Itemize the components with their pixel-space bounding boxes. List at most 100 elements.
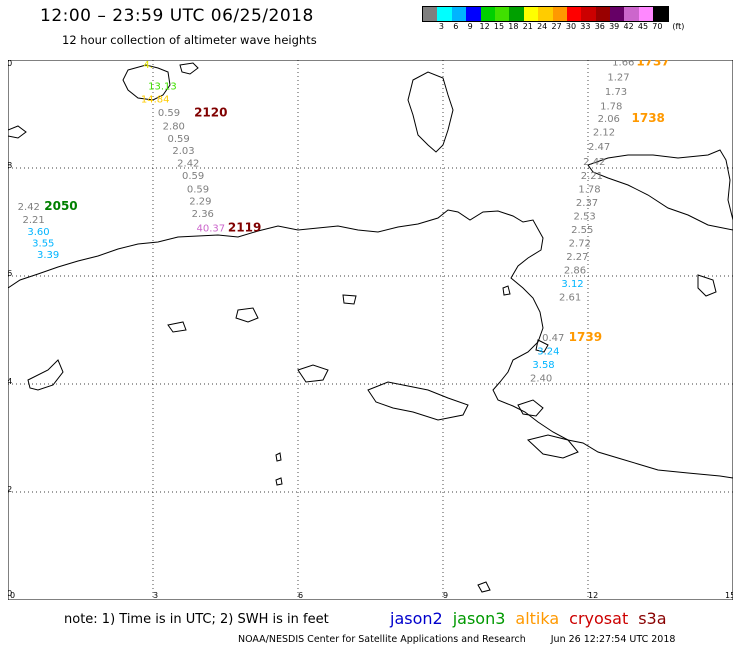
sicily [587, 149, 733, 231]
satellite-legend: jason2 jason3 altika cryosat s3a [390, 609, 677, 628]
wave-height-value: 3.58 [532, 360, 554, 371]
wave-height-value: 2.80 [163, 122, 185, 133]
color-swatch [595, 7, 611, 21]
southern-island-8 [502, 285, 511, 296]
color-scale-tick-label: 9 [467, 22, 473, 31]
satellite-legend-item: altika [515, 609, 560, 628]
color-scale-tick-label: 6 [453, 22, 459, 31]
wave-height-value: 2.27 [566, 252, 588, 263]
color-swatch [494, 7, 510, 21]
wave-height-value: 1.73 [605, 87, 627, 98]
menorca-island [179, 62, 199, 75]
wave-height-value: 0.59 [158, 108, 180, 119]
wave-height-value: 2.72 [569, 238, 591, 249]
map-grid [8, 60, 733, 600]
southern-island-6 [342, 294, 357, 305]
wave-height-value: 2.42 [177, 158, 199, 169]
wave-height-value: 1.27 [607, 73, 629, 84]
southern-island-3 [235, 307, 259, 323]
wave-height-value: 1.78 [578, 184, 600, 195]
lon-tick-label: 3 [153, 591, 158, 600]
color-swatch [624, 7, 639, 21]
altimeter-tracks: 4.13.1314.840.592.800.592.032.420.590.59… [18, 60, 670, 384]
lat-tick-label: 40 [8, 60, 12, 68]
color-scale-tick-label: 33 [580, 22, 591, 31]
wave-height-value: 2.03 [172, 146, 194, 157]
color-scale-tick-label: 39 [609, 22, 620, 31]
wave-height-value: 4. [143, 60, 153, 71]
satellite-legend-item: cryosat [569, 609, 629, 628]
wave-height-value: 2.47 [588, 142, 610, 153]
color-scale-tick-label: 42 [623, 22, 634, 31]
southern-island-12 [697, 274, 717, 297]
african-coastline [8, 209, 733, 479]
color-swatch [653, 7, 668, 21]
wave-height-value: 3.60 [27, 227, 49, 238]
track-pass-label: 1739 [569, 330, 602, 344]
axis-tick-labels: 03691215403836343230 [8, 60, 733, 600]
wave-height-value: 2.12 [593, 128, 615, 139]
lat-tick-label: 34 [8, 377, 12, 386]
wave-height-value: 2.42 [583, 157, 605, 168]
southern-island-2 [297, 364, 329, 383]
color-scale-tick-label: 27 [551, 22, 562, 31]
wave-height-value: 2.37 [576, 198, 598, 209]
altimeter-map: 03691215403836343230 4.13.1314.840.592.8… [8, 60, 733, 600]
color-scale-tick-label: 12 [479, 22, 490, 31]
lon-tick-label: 0 [10, 591, 15, 600]
southern-island-11 [275, 477, 283, 486]
color-scale-tick-label: 18 [508, 22, 519, 31]
track-pass-label: 2119 [228, 221, 261, 235]
wave-height-value: 40.37 [197, 224, 226, 235]
southern-island-9 [477, 581, 491, 593]
lon-tick-label: 9 [443, 591, 448, 600]
color-swatch [552, 7, 567, 21]
southern-island-10 [275, 452, 282, 462]
track-pass-label: 2120 [194, 106, 227, 120]
sardinia [407, 71, 454, 153]
wave-height-value: 13.13 [148, 82, 177, 93]
wave-height-value: 2.42 [18, 202, 40, 213]
coastlines [8, 62, 733, 593]
kerkennah-island [535, 339, 549, 353]
wave-height-value: 2.61 [559, 292, 581, 303]
wave-height-value: 14.84 [141, 95, 170, 106]
color-swatch [437, 7, 452, 21]
color-scale-tick-label: 15 [493, 22, 505, 31]
map-subtitle: 12 hour collection of altimeter wave hei… [62, 33, 317, 47]
wave-height-value: 0.47 [542, 333, 564, 344]
wave-height-value: 2.29 [189, 197, 211, 208]
lat-tick-label: 32 [8, 485, 12, 494]
wave-height-value: 1.66 [612, 60, 634, 68]
color-swatch [451, 7, 467, 21]
southern-island-5 [27, 359, 64, 391]
lon-tick-label: 6 [298, 591, 303, 600]
lon-tick-label: 15 [725, 591, 733, 600]
track-pass-label: 1738 [632, 111, 665, 125]
footer-note: note: 1) Time is in UTC; 2) SWH is in fe… [64, 612, 329, 627]
color-scale-tick-label: 30 [565, 22, 577, 31]
color-scale-tick-label: 3 [438, 22, 444, 31]
color-swatch [566, 7, 582, 21]
color-scale-bar [422, 6, 669, 22]
color-scale-tick-label: 70 [652, 22, 663, 31]
color-scale-tick-label: 24 [537, 22, 548, 31]
wave-height-value: 3.12 [561, 279, 583, 290]
color-swatch [480, 7, 495, 21]
color-swatch [466, 7, 481, 21]
djerba-island [517, 399, 544, 417]
credit-text: NOAA/NESDIS Center for Satellite Applica… [238, 634, 526, 645]
wave-height-value: 3.55 [32, 238, 54, 249]
southern-island-7 [526, 434, 579, 459]
wave-height-value: 2.21 [23, 215, 45, 226]
satellite-legend-item: jason2 [390, 609, 443, 628]
wave-height-value: 2.53 [574, 211, 596, 222]
satellite-legend-item: s3a [638, 609, 667, 628]
color-scale-tick-label: 36 [594, 22, 605, 31]
wave-height-value: 3.39 [37, 250, 59, 261]
color-swatch [423, 7, 438, 21]
lat-tick-label: 36 [8, 269, 12, 278]
track-pass-label: 1737 [636, 60, 669, 68]
wave-height-value: 2.36 [192, 209, 214, 220]
